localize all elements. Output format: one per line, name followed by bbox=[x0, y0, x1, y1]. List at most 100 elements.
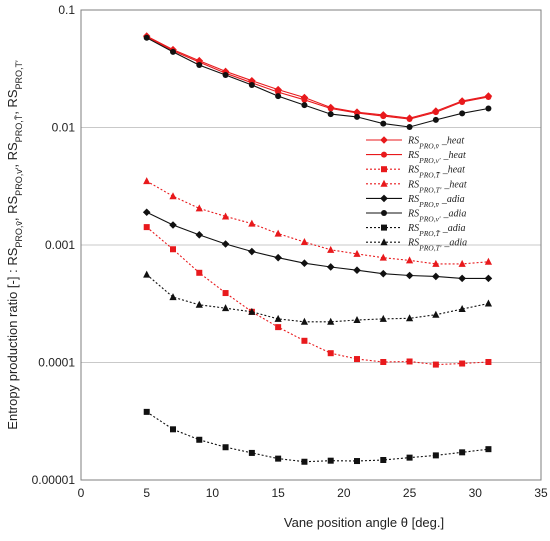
data-point bbox=[301, 337, 308, 344]
legend-entry: RSPRO,T̄ _heat bbox=[366, 165, 465, 179]
data-point bbox=[380, 120, 387, 127]
data-point bbox=[405, 314, 414, 322]
y-axis-title: Entropy production ratio [-] : RSPRO,v̄,… bbox=[5, 60, 24, 430]
data-point bbox=[380, 113, 387, 120]
series-5 bbox=[142, 208, 493, 283]
data-point bbox=[432, 361, 439, 368]
data-point bbox=[432, 452, 439, 459]
data-point bbox=[406, 358, 413, 365]
data-point bbox=[301, 458, 308, 465]
data-point bbox=[327, 350, 334, 357]
data-point bbox=[354, 356, 360, 363]
data-point bbox=[275, 324, 282, 331]
legend-label: RSPRO,v̄ _heat bbox=[407, 136, 464, 151]
legend-label: RSPRO,v̄ _adia bbox=[407, 194, 465, 209]
data-point bbox=[485, 358, 492, 365]
data-point bbox=[143, 34, 150, 41]
x-tick-label: 15 bbox=[271, 486, 285, 500]
data-point bbox=[221, 240, 230, 248]
data-point bbox=[300, 259, 309, 268]
series-line bbox=[146, 274, 489, 323]
data-point bbox=[274, 253, 282, 262]
data-point bbox=[459, 449, 466, 456]
data-point bbox=[142, 208, 151, 217]
data-point bbox=[353, 249, 361, 257]
data-point bbox=[354, 113, 360, 120]
x-tick-label: 35 bbox=[534, 486, 548, 500]
data-point bbox=[195, 300, 203, 308]
legend-marker bbox=[381, 151, 387, 158]
data-point bbox=[379, 269, 388, 278]
x-axis-title: Vane position angle θ [deg.] bbox=[284, 515, 444, 530]
legend-entry: RSPRO,v̄ _heat bbox=[366, 136, 464, 151]
data-point bbox=[353, 266, 361, 275]
data-point bbox=[485, 446, 492, 453]
data-point bbox=[222, 71, 229, 78]
data-point bbox=[222, 290, 229, 297]
data-point bbox=[459, 360, 466, 367]
data-point bbox=[484, 274, 493, 283]
data-point bbox=[195, 231, 204, 239]
y-tick-label: 0.01 bbox=[52, 121, 76, 135]
x-tick-label: 20 bbox=[337, 486, 351, 500]
x-tick-label: 0 bbox=[78, 486, 85, 500]
data-point bbox=[406, 454, 413, 461]
data-point bbox=[274, 229, 282, 237]
series-3 bbox=[143, 224, 492, 368]
legend-entry: RSPRO,T′ _adia bbox=[366, 238, 467, 252]
legend-entry: RSPRO,v′ _adia bbox=[366, 209, 466, 224]
series-line bbox=[146, 411, 489, 463]
data-point bbox=[432, 259, 440, 267]
legend-marker bbox=[380, 194, 388, 203]
data-point bbox=[380, 358, 387, 365]
data-point bbox=[485, 93, 492, 100]
data-point bbox=[458, 274, 466, 283]
legend-entry: RSPRO,T̄ _adia bbox=[366, 223, 466, 238]
x-tick-label: 10 bbox=[206, 486, 220, 500]
data-point bbox=[143, 270, 151, 278]
data-point bbox=[170, 426, 176, 433]
series-4 bbox=[143, 177, 493, 267]
tick-labels: 0.00001 0.0001 0.001 0.01 0.1 0 5 10 15 20 25 30 35 bbox=[32, 3, 548, 500]
data-point bbox=[432, 310, 440, 318]
data-point bbox=[170, 246, 176, 253]
series-layer bbox=[142, 32, 493, 465]
data-point bbox=[196, 436, 203, 443]
legend-entry: RSPRO,T′ _heat bbox=[366, 179, 467, 194]
data-point bbox=[458, 259, 466, 267]
series-6 bbox=[143, 34, 492, 130]
data-point bbox=[459, 98, 466, 105]
data-point bbox=[327, 245, 335, 253]
data-point bbox=[196, 269, 203, 276]
data-point bbox=[380, 456, 387, 463]
data-point bbox=[248, 307, 256, 315]
plot-frame bbox=[80, 9, 542, 481]
x-tick-label: 25 bbox=[403, 486, 417, 500]
data-point bbox=[248, 81, 255, 88]
data-point bbox=[195, 204, 203, 212]
data-point bbox=[484, 257, 493, 265]
data-point bbox=[432, 109, 439, 116]
legend-marker bbox=[380, 136, 388, 144]
legend-label: RSPRO,v′ _adia bbox=[407, 209, 466, 224]
y-tick-label: 0.0001 bbox=[38, 356, 75, 370]
data-point bbox=[222, 444, 229, 451]
legend-entry: RSPRO,v′ _heat bbox=[366, 150, 466, 165]
data-point bbox=[484, 299, 493, 307]
data-point bbox=[353, 315, 361, 323]
data-point bbox=[459, 110, 466, 117]
y-tick-label: 0.1 bbox=[58, 3, 75, 17]
data-point bbox=[169, 221, 177, 229]
series-line bbox=[146, 37, 489, 128]
legend-marker bbox=[380, 179, 388, 187]
data-point bbox=[169, 293, 177, 301]
data-point bbox=[405, 256, 414, 264]
series-line bbox=[146, 226, 489, 366]
data-point bbox=[326, 263, 335, 271]
data-point bbox=[143, 408, 150, 415]
data-point bbox=[143, 224, 150, 231]
data-point bbox=[248, 449, 255, 456]
data-point bbox=[379, 314, 387, 322]
